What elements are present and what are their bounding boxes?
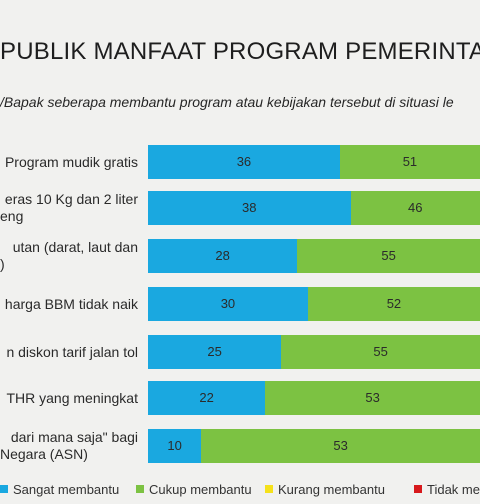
data-label: 22 xyxy=(199,390,214,405)
category-label: n diskon tarif jalan tol xyxy=(0,344,138,361)
category-label-line: eng xyxy=(0,208,24,224)
category-label: eras 10 Kg dan 2 liter eng xyxy=(0,191,138,225)
bar-segment xyxy=(148,335,282,369)
category-label-line: ) xyxy=(0,256,5,272)
data-label: 10 xyxy=(167,438,182,453)
category-label: dari mana saja" bagi Negara (ASN) xyxy=(0,429,138,463)
data-label: 53 xyxy=(365,390,380,405)
legend-item: Cukup membantu xyxy=(136,482,252,498)
category-label-line: harga BBM tidak naik xyxy=(4,295,138,312)
category-label-line: dari mana saja" bagi xyxy=(10,429,138,445)
bar-segment xyxy=(148,429,202,463)
data-label: 28 xyxy=(215,248,230,263)
category-label-line: n diskon tarif jalan tol xyxy=(6,343,138,360)
category-label-line: eras 10 Kg dan 2 liter xyxy=(4,191,138,207)
data-label: 46 xyxy=(408,200,423,215)
legend-item: Kurang membantu xyxy=(265,482,385,498)
bar-segment xyxy=(307,287,480,321)
data-label: 52 xyxy=(386,296,402,311)
bar-segment xyxy=(148,145,340,179)
legend-swatch xyxy=(265,485,273,493)
category-label: harga BBM tidak naik xyxy=(0,296,138,313)
category-label-line: utan (darat, laut dan xyxy=(12,239,138,255)
legend-label: Kurang membantu xyxy=(278,482,385,497)
data-label: 38 xyxy=(242,200,257,215)
legend-swatch xyxy=(136,485,144,493)
category-label: THR yang meningkat xyxy=(0,390,138,407)
legend-item: Sangat membantu xyxy=(0,482,119,498)
bar-segment xyxy=(339,145,480,179)
bar-segment xyxy=(148,239,298,273)
data-label: 55 xyxy=(373,344,388,359)
data-label: 36 xyxy=(236,154,252,169)
legend-label: Tidak me xyxy=(427,482,480,497)
category-label-line: Negara (ASN) xyxy=(0,446,88,462)
bar-segment xyxy=(201,429,480,463)
bar-segment xyxy=(148,287,308,321)
bar-segment xyxy=(148,191,351,225)
bar-segment xyxy=(350,191,480,225)
data-label: 30 xyxy=(220,296,236,311)
legend-label: Cukup membantu xyxy=(149,482,252,497)
category-label: utan (darat, laut dan) xyxy=(0,239,138,273)
data-label: 53 xyxy=(333,438,348,453)
chart-subtitle: /Bapak seberapa membantu program atau ke… xyxy=(0,94,454,110)
bar-segment xyxy=(297,239,480,273)
bar-segment xyxy=(148,381,266,415)
legend-label: Sangat membantu xyxy=(13,482,120,497)
category-label-line: THR yang meningkat xyxy=(6,389,138,406)
category-label: Program mudik gratis xyxy=(0,154,138,171)
category-label-line: Program mudik gratis xyxy=(4,153,138,170)
legend-item: Tidak me xyxy=(414,482,480,498)
data-label: 25 xyxy=(207,344,222,359)
data-label: 55 xyxy=(381,248,396,263)
bar-segment xyxy=(281,335,480,369)
chart-title: PUBLIK MANFAAT PROGRAM PEMERINTAH SAA xyxy=(0,38,480,65)
bar-segment xyxy=(265,381,480,415)
data-label: 51 xyxy=(402,154,418,169)
legend-swatch xyxy=(414,485,422,493)
legend-swatch xyxy=(0,485,8,493)
